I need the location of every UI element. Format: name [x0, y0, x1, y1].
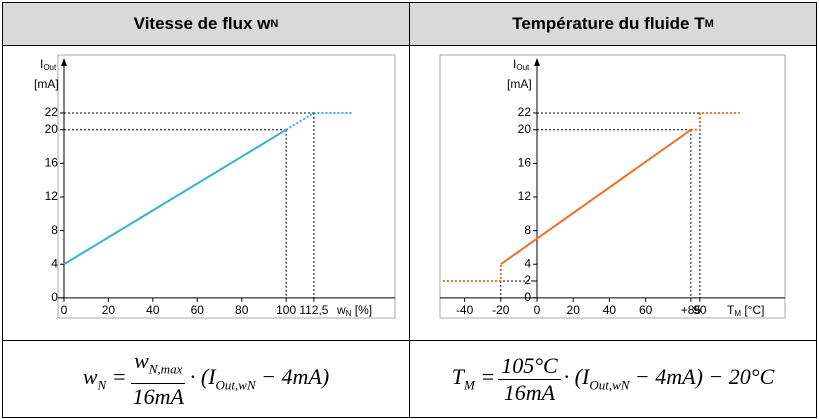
text-piece: N [97, 377, 107, 393]
data-line [690, 111, 740, 131]
y-tick-label: 0 [524, 290, 531, 304]
text-piece: M [734, 309, 741, 318]
y-tick-label: 16 [45, 156, 59, 170]
x-tick-label: 40 [603, 303, 617, 317]
text-piece: Out,wN [215, 377, 256, 393]
x-tick-label: 112,5 [299, 303, 328, 317]
x-tick-label: 20 [567, 303, 581, 317]
y-tick-label: 22 [45, 105, 59, 119]
text-piece: N [270, 18, 279, 30]
denominator: 16mA [130, 384, 187, 410]
text-piece: w [336, 303, 346, 317]
text-piece: [°C] [741, 303, 764, 317]
text-piece: · (I [563, 364, 590, 390]
text-piece: Out,wN [589, 377, 630, 393]
formula-cell: TM = 105°C 16mA · (IOut,wN − 4mA) − 20°C [409, 340, 817, 418]
y-axis-arrow [534, 58, 541, 66]
text-piece: T [451, 364, 464, 390]
formula-lhs: TM = [452, 364, 495, 393]
x-tick-label: -40 [456, 303, 474, 317]
numerator: 105°C [498, 352, 561, 380]
fraction: wN,max 16mA [130, 348, 187, 409]
text-piece: · (I [189, 364, 216, 390]
y-tick-label: 16 [518, 156, 532, 170]
y-tick-label: 20 [518, 122, 532, 136]
x-tick-label: 0 [61, 303, 68, 317]
denominator: 16mA [501, 380, 558, 406]
y-tick-label: 22 [518, 105, 532, 119]
text-piece: Out [43, 63, 57, 72]
y-tick-label: 12 [518, 189, 532, 203]
text-piece: M [463, 377, 475, 393]
text-piece: [%] [351, 303, 372, 317]
y-tick-label: 8 [51, 223, 58, 237]
y-axis-arrow [60, 58, 67, 66]
y-tick-label: 2 [524, 273, 531, 287]
fraction: 105°C 16mA [498, 352, 561, 406]
x-tick-label: 60 [191, 303, 205, 317]
axis-label: IOut [513, 57, 530, 72]
text-piece: − 4mA) − 20°C [629, 364, 775, 390]
numerator: wN,max [131, 348, 186, 384]
text-piece: Out [516, 63, 530, 72]
text-piece: I [40, 57, 43, 71]
y-tick-label: 12 [45, 189, 59, 203]
text-piece: N,max [148, 361, 183, 377]
formula-cell: wN = wN,max 16mA · (IOut,wN − 4mA) [2, 340, 410, 418]
data-line [63, 128, 287, 266]
formula-rhs: · (IOut,wN − 4mA) − 20°C [564, 364, 775, 393]
text-piece: 16mA [132, 383, 184, 409]
x-tick-label: -20 [492, 303, 510, 317]
formula-rhs: · (IOut,wN − 4mA) [190, 364, 329, 393]
x-tick-label: 100 [276, 303, 296, 317]
x-tick-label: +85 [681, 303, 702, 317]
text-piece: − 4mA) [255, 364, 330, 390]
text-piece: Température du fluide T [512, 14, 705, 33]
x-tick-label: 20 [102, 303, 116, 317]
axis-label: IOut [40, 57, 57, 72]
chart-frame [57, 54, 396, 319]
y-tick-label: 8 [524, 223, 531, 237]
y-tick-label: 4 [51, 256, 58, 270]
text-piece: = [106, 364, 127, 390]
data-line [500, 128, 692, 266]
y-tick-label: 20 [45, 122, 59, 136]
y-unit: [mA] [34, 77, 59, 91]
chart-frame [439, 54, 786, 319]
x-tick-label: 80 [235, 303, 249, 317]
text-piece: M [704, 18, 714, 30]
text-piece: = [474, 364, 496, 390]
text-piece: N [346, 309, 352, 318]
data-line [442, 264, 502, 283]
text-piece: I [513, 57, 516, 71]
text-piece: T [727, 303, 735, 317]
data-line [285, 111, 353, 131]
y-tick-label: 0 [51, 290, 58, 304]
x-tick-label: 40 [146, 303, 160, 317]
y-unit: [mA] [507, 77, 532, 91]
axis-label: wN [%] [336, 303, 372, 318]
axis-label: TM [°C] [727, 303, 764, 318]
text-piece: w [82, 364, 98, 390]
x-tick-label: 90 [693, 303, 707, 317]
text-piece: Vitesse de flux w [133, 14, 271, 33]
x-tick-label: 0 [534, 303, 541, 317]
y-tick-label: 4 [524, 256, 531, 270]
formula-lhs: wN = [83, 364, 127, 393]
text-piece: 16mA [503, 379, 556, 405]
x-tick-label: 60 [639, 303, 653, 317]
text-piece: w [134, 348, 149, 374]
text-piece: 105°C [501, 352, 558, 378]
